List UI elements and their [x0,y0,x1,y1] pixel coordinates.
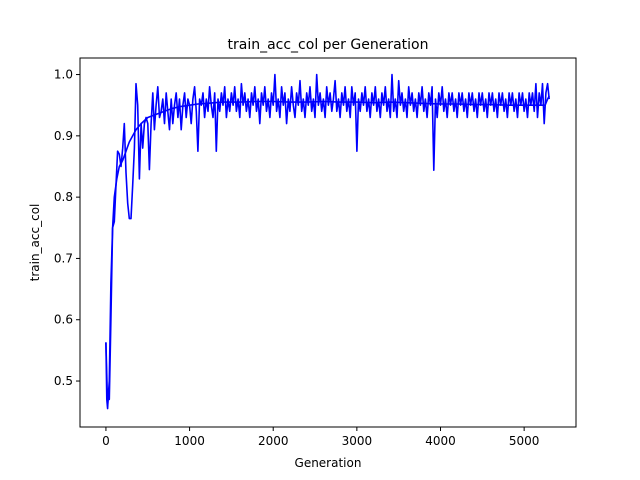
x-tick-label: 4000 [425,434,456,448]
y-tick-label: 0.6 [54,313,73,327]
y-tick-label: 1.0 [54,68,73,82]
x-axis-ticks: 0 1000 2000 3000 4000 5000 [102,427,539,448]
y-tick-label: 0.9 [54,129,73,143]
x-axis-label: Generation [295,456,362,470]
x-tick-label: 5000 [509,434,540,448]
y-tick-label: 0.8 [54,190,73,204]
plot-lines [105,73,550,410]
x-tick-label: 3000 [342,434,373,448]
series-line-1 [105,73,550,410]
series-line-0 [105,95,550,407]
y-tick-label: 0.7 [54,251,73,265]
y-tick-label: 0.5 [54,374,73,388]
chart-title: train_acc_col per Generation [228,37,429,53]
x-tick-label: 1000 [174,434,205,448]
x-tick-label: 2000 [258,434,289,448]
y-axis-ticks: 0.5 0.6 0.7 0.8 0.9 1.0 [54,68,80,388]
plot-frame [79,57,577,428]
y-axis-label: train_acc_col [28,204,42,282]
x-tick-label: 0 [102,434,110,448]
